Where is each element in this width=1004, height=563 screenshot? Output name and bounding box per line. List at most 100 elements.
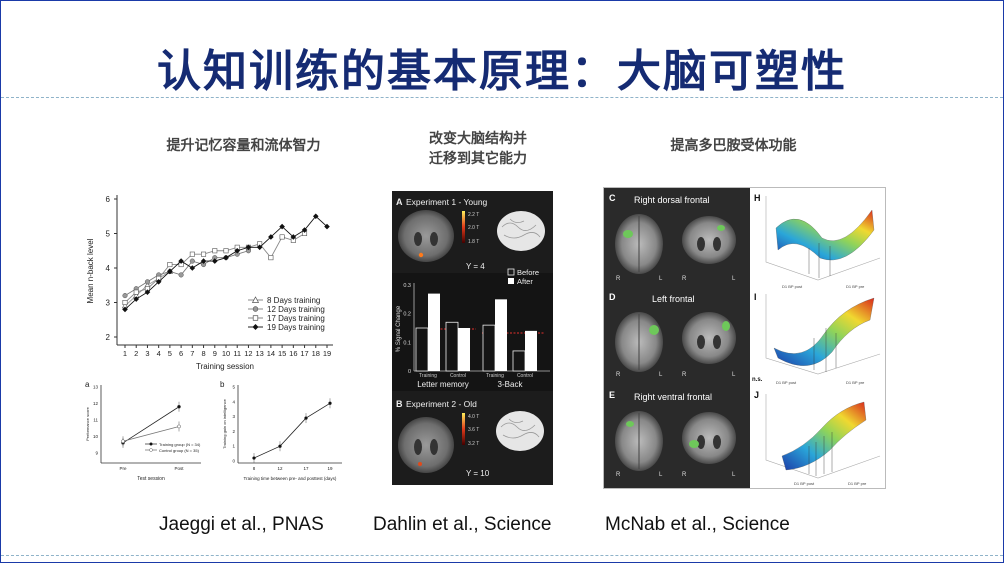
data-point-series-3 — [279, 234, 285, 240]
legend-marker-control — [149, 448, 153, 452]
data-point-series-4 — [223, 254, 229, 261]
panel-label-b: b — [220, 380, 225, 389]
bar-before — [512, 350, 526, 372]
legend-marker-17-days — [252, 315, 259, 321]
activation-d2 — [722, 321, 730, 331]
r-label-d1: R — [616, 372, 621, 378]
y-tick-label: 3 — [232, 414, 235, 419]
y-tick-label: 9 — [95, 450, 98, 455]
x-tick-label: 6 — [179, 349, 183, 358]
scale1-mid: 2.0 T — [468, 225, 479, 231]
panel-label-E: E — [609, 390, 615, 400]
x-tick-label: 12 — [244, 349, 252, 358]
column-2-heading: 改变大脑结构并 迁移到其它能力 — [389, 129, 567, 169]
x-tick-label: 3 — [145, 349, 149, 358]
scale2-top: 4.0 T — [468, 414, 479, 420]
y-tick-label: 5 — [106, 230, 111, 239]
activation-e2 — [689, 440, 699, 448]
bar-after — [495, 299, 507, 371]
panel-label-I: I — [754, 292, 757, 302]
x-tick-label: 8 — [253, 466, 256, 471]
x-tick-label: 15 — [278, 349, 286, 358]
data-point-series-4 — [324, 223, 330, 230]
brain-slice-old — [398, 417, 454, 473]
x-tick-label: 8 — [201, 349, 205, 358]
group-letter-memory: Letter memory — [417, 380, 469, 389]
legend-marker-8-days — [251, 296, 260, 303]
label-right-ventral-frontal: Right ventral frontal — [634, 392, 712, 402]
panel-label-J: J — [754, 390, 759, 400]
l-label-d2: L — [732, 372, 736, 378]
data-point-series-3 — [223, 248, 229, 254]
surface-plot-h: H D1 BP post D1 BP pre — [754, 193, 881, 289]
r-label-e1: R — [616, 472, 621, 478]
bar-y-tick-label: 0.3 — [403, 283, 411, 289]
data-point-series-2 — [122, 293, 128, 299]
surface-plot-i: I n.s. D1 BP post D1 BP pre — [752, 292, 881, 385]
legend-8-days: 8 Days training — [267, 296, 320, 305]
x-tick-label: 13 — [255, 349, 263, 358]
data-point-series-4 — [301, 227, 308, 233]
panel-label-H: H — [754, 193, 761, 203]
sub-control-1: Control — [450, 373, 466, 379]
x-tick-label: 17 — [303, 466, 309, 471]
axis-h-pre: D1 BP pre — [846, 284, 865, 289]
axis-i-post: D1 BP post — [776, 380, 797, 385]
l-label-d1: L — [659, 372, 663, 378]
brain-3d-young — [497, 211, 545, 251]
panel-label-D: D — [609, 292, 616, 302]
legend-after-swatch — [508, 278, 514, 284]
y-tick-label: 11 — [93, 417, 98, 422]
panel-label-A: A — [396, 197, 403, 207]
column-2-heading-line-1: 改变大脑结构并 — [429, 131, 527, 147]
bar-after — [525, 330, 537, 371]
x-tick-label: 10 — [222, 349, 230, 358]
data-point-series-3 — [268, 255, 274, 261]
data-point — [278, 444, 282, 448]
y-tick-label: 2 — [106, 333, 111, 342]
panel-label-B: B — [396, 399, 403, 409]
data-point-series-4 — [256, 244, 263, 251]
y-tick-label: 4 — [232, 399, 235, 404]
y-tick-label: 10 — [93, 434, 99, 439]
data-point-series-4 — [234, 247, 241, 254]
data-point-series-3 — [167, 262, 173, 268]
bar-y-tick-label: 0 — [408, 369, 411, 375]
x-tick-label: 1 — [123, 349, 127, 358]
dahlin-figure: A Experiment 1 - Young 2.2 T 2.0 T 1.8 T… — [392, 191, 553, 485]
series-line-2 — [122, 426, 180, 442]
series-line-3 — [124, 233, 305, 303]
data-point-series-4 — [189, 265, 196, 271]
axis-h-post: D1 BP post — [782, 284, 803, 289]
x-tick-label: 17 — [300, 349, 308, 358]
x-tick-label: 11 — [233, 349, 241, 358]
scale1-bottom: 1.8 T — [468, 239, 479, 245]
x-tick-label: 16 — [289, 349, 297, 358]
activation-e1 — [626, 421, 634, 427]
x-tick-label: 2 — [134, 349, 138, 358]
group-3-back: 3-Back — [498, 380, 524, 389]
y-tick-label: 12 — [93, 401, 99, 406]
y-tick-label: 6 — [106, 195, 111, 204]
data-point — [328, 401, 332, 405]
bar-after — [428, 293, 440, 371]
legend-after: After — [517, 277, 533, 286]
l-label-c1: L — [659, 276, 663, 282]
y-tick-label: 13 — [93, 385, 99, 390]
legend-training: Training group (N = 34) — [159, 442, 201, 447]
x-tick-label: 7 — [190, 349, 194, 358]
bar-before — [445, 321, 459, 372]
legend-marker-training — [149, 442, 153, 446]
dahlin-figure-art: A Experiment 1 - Young 2.2 T 2.0 T 1.8 T… — [392, 197, 553, 478]
data-point-series-3 — [212, 248, 218, 254]
r-label-c2: R — [682, 276, 687, 282]
data-point-series-1 — [177, 404, 181, 409]
mcnab-figure-art: C Right dorsal frontal R L R L D Left fr… — [604, 188, 881, 488]
l-label-e2: L — [732, 472, 736, 478]
slide-title: 认知训练的基本原理：大脑可塑性 — [157, 46, 847, 97]
data-point-series-4 — [279, 223, 285, 230]
data-point-series-4 — [290, 234, 297, 240]
bar-y-tick-label: 0.2 — [403, 312, 411, 318]
data-point-series-3 — [201, 251, 207, 257]
